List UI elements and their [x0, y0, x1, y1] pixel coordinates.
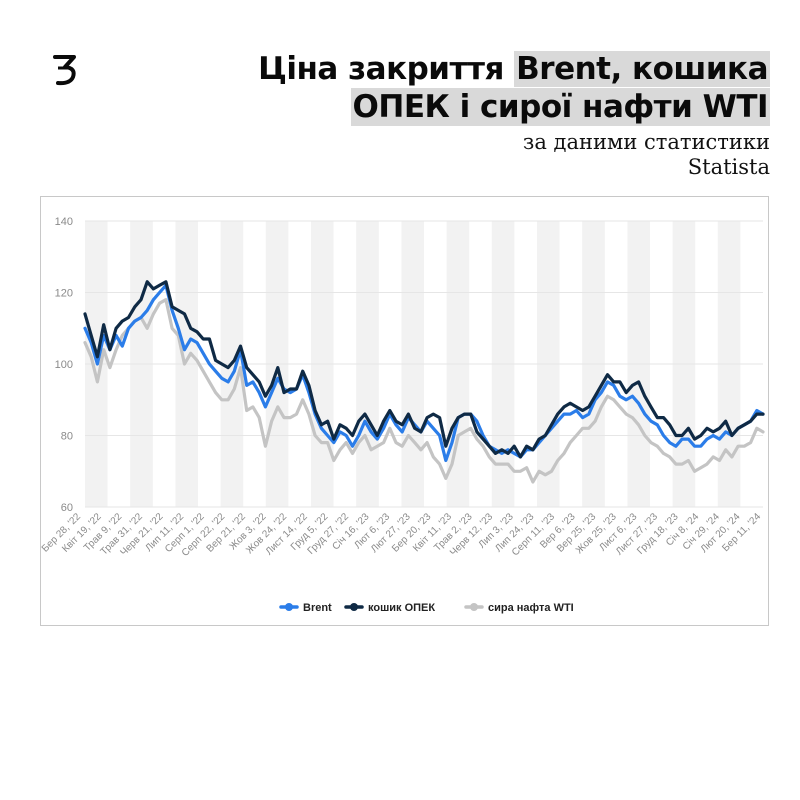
title-highlight-1: Brent, кошика [514, 51, 770, 87]
series-lines [83, 280, 765, 484]
title-line-1: Ціна закриття Brent, кошика [258, 50, 770, 88]
title-plain: Ціна закриття [258, 51, 515, 87]
chart-container: 60 80 100 120 140 Бер 28, '22 Квіт 19, '22 Тра… [40, 196, 769, 626]
y-tick-label: 80 [61, 431, 73, 443]
brand-logo-icon [53, 55, 76, 86]
legend-marker [350, 603, 358, 611]
y-tick-label: 120 [55, 288, 73, 300]
legend: Brent кошик ОПЕК сира нафта WTI [279, 602, 574, 614]
opec-line [83, 280, 765, 459]
legend-label: Brent [303, 602, 332, 614]
subtitle: за даними статистики Statista [150, 130, 770, 180]
legend-label: сира нафта WTI [488, 602, 574, 614]
legend-marker [470, 603, 478, 611]
wti-line [83, 298, 765, 484]
subtitle-line-1: за даними статистики [522, 130, 770, 154]
title-highlight-2: ОПЕК і сирої нафти WTI [350, 88, 770, 126]
gridlines [85, 220, 763, 508]
legend-label: кошик ОПЕК [368, 602, 435, 614]
page-title: Ціна закриття Brent, кошика ОПЕК і сирої… [150, 50, 770, 126]
header: Ціна закриття Brent, кошика ОПЕК і сирої… [150, 50, 770, 180]
legend-marker [285, 603, 293, 611]
y-tick-label: 60 [61, 502, 73, 514]
y-tick-label: 140 [55, 216, 73, 228]
y-axis: 60 80 100 120 140 [55, 216, 73, 514]
y-tick-label: 100 [55, 359, 73, 371]
subtitle-line-2: Statista [687, 155, 770, 179]
